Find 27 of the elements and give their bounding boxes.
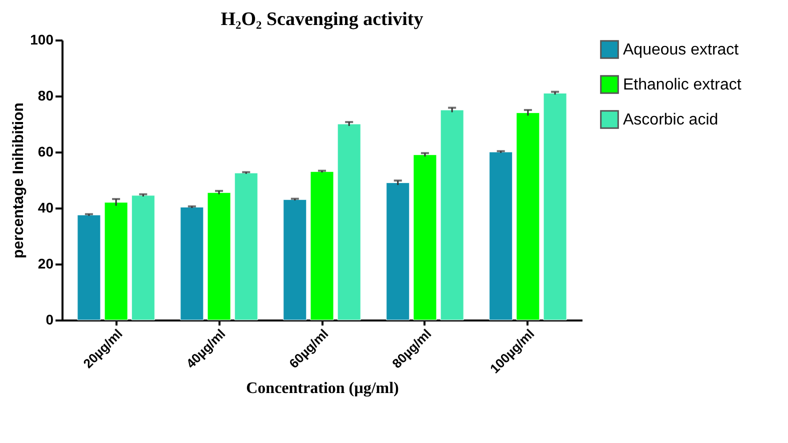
bar	[180, 206, 204, 320]
bar	[489, 152, 513, 320]
y-tick-label: 100	[30, 32, 54, 48]
bar	[440, 110, 464, 320]
y-tick-label: 80	[38, 88, 54, 104]
y-tick-label: 0	[46, 312, 54, 328]
y-tick-label: 20	[38, 256, 54, 272]
bar	[283, 199, 307, 320]
bar	[413, 154, 437, 320]
bar	[104, 202, 128, 320]
bar	[543, 92, 567, 320]
bar	[337, 124, 361, 320]
x-axis-title: Concentration (µg/ml)	[246, 380, 399, 398]
y-axis-title: percentage Inihibition	[10, 102, 28, 258]
bar	[310, 171, 334, 320]
legend-label: Ethanolic extract	[623, 76, 742, 94]
bar	[234, 172, 258, 320]
bar	[77, 214, 101, 320]
y-tick-label: 40	[38, 200, 54, 216]
bar	[516, 112, 540, 320]
y-tick-label: 60	[38, 144, 54, 160]
bar	[207, 192, 231, 320]
chart-title: H₂O₂ Scavenging activity	[220, 9, 424, 30]
legend-label: Ascorbic acid	[623, 112, 718, 128]
bar	[131, 195, 155, 320]
bar	[386, 182, 410, 320]
legend-label: Aqueous extract	[623, 42, 740, 58]
